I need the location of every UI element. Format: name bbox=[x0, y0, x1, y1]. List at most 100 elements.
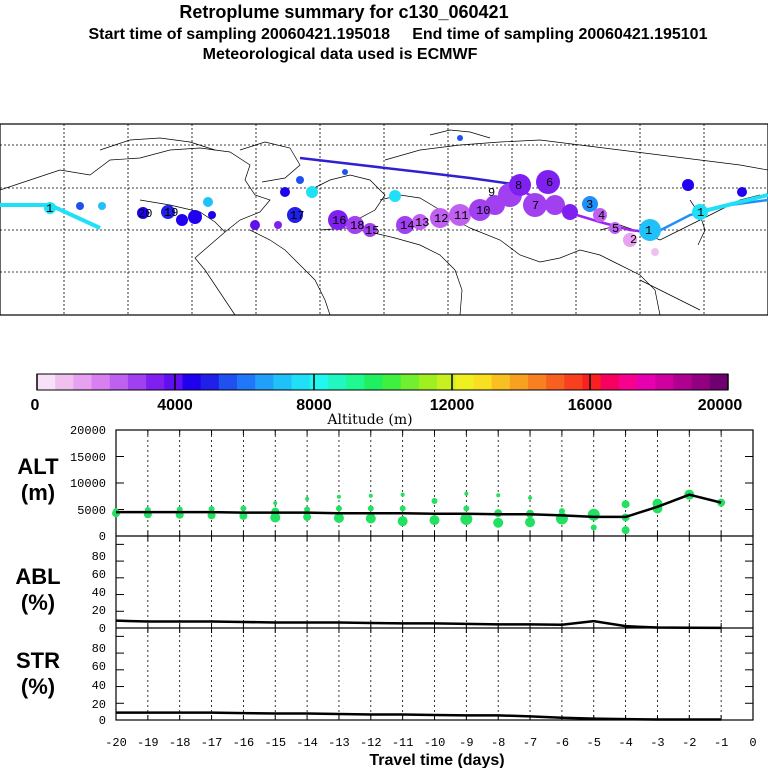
map-point bbox=[562, 204, 578, 220]
alt-scatter bbox=[112, 489, 726, 535]
map-point bbox=[306, 186, 318, 198]
abl-ytick: 80 bbox=[92, 550, 106, 564]
abl-ytick: 60 bbox=[92, 568, 106, 582]
map-point bbox=[682, 179, 694, 191]
map-point bbox=[188, 210, 202, 224]
map-label-9: 7 bbox=[532, 199, 539, 213]
map-point bbox=[449, 204, 471, 226]
alt-ytick: 5000 bbox=[77, 504, 106, 518]
alt-point bbox=[333, 512, 344, 523]
colorbar-cell bbox=[491, 374, 511, 390]
met-data-line: Meteorological data used is ECMWF bbox=[202, 46, 478, 63]
map-point bbox=[430, 208, 450, 228]
alt-point bbox=[367, 505, 374, 512]
map-label-3: 1 bbox=[697, 206, 704, 220]
alt-point bbox=[368, 493, 373, 498]
map-point bbox=[287, 207, 303, 223]
alt-point bbox=[240, 505, 247, 512]
trajectory-north bbox=[299, 156, 521, 187]
colorbar-cell bbox=[109, 374, 129, 390]
x-tick-label: -19 bbox=[137, 736, 159, 750]
str-ytick: 60 bbox=[92, 660, 106, 674]
alt-point bbox=[464, 491, 469, 496]
map-point bbox=[545, 195, 565, 215]
panel-gridlines bbox=[147, 430, 722, 720]
map-point bbox=[44, 202, 56, 214]
x-tick-label: -3 bbox=[650, 736, 664, 750]
str-line bbox=[116, 711, 722, 721]
map-label-14: 12 bbox=[434, 212, 448, 226]
map-point bbox=[342, 169, 348, 175]
map-point-labels: 1 1 1 2 3 4 5 6 7 8 9 10 11 12 13 14 15 … bbox=[46, 176, 704, 247]
map-label-10: 8 bbox=[515, 179, 522, 193]
map-point bbox=[593, 208, 607, 222]
colorbar-cell bbox=[164, 374, 183, 390]
x-tick-label: -14 bbox=[296, 736, 318, 750]
str-ytick: 20 bbox=[92, 698, 106, 712]
map-point bbox=[389, 190, 401, 202]
x-tick-label: -11 bbox=[392, 736, 414, 750]
colorbar-cell bbox=[291, 374, 311, 390]
coastlines bbox=[0, 129, 768, 316]
map-point bbox=[274, 221, 282, 229]
colorbar-cell bbox=[218, 374, 238, 390]
x-tick-label: -7 bbox=[523, 736, 537, 750]
alt-point bbox=[587, 508, 600, 521]
abl-panel-unit: (%) bbox=[21, 590, 55, 615]
map-label-15: 13 bbox=[415, 216, 429, 230]
map-label-11: 9 bbox=[488, 186, 495, 200]
map-point bbox=[98, 202, 106, 210]
trajectory-east-cyan bbox=[699, 193, 768, 214]
abl-ytick: 20 bbox=[92, 604, 106, 618]
alt-point bbox=[528, 495, 533, 500]
colorbar-title: Altitude (m) bbox=[326, 412, 412, 428]
map-label-2: 1 bbox=[645, 224, 652, 238]
map-point bbox=[536, 170, 560, 194]
map-label-7: 5 bbox=[612, 222, 619, 236]
str-panel-unit: (%) bbox=[21, 674, 55, 699]
colorbar-tick-label: 16000 bbox=[568, 397, 613, 414]
colorbar-cell bbox=[91, 374, 111, 390]
colorbar-cell bbox=[673, 374, 693, 390]
alt-ytick: 10000 bbox=[70, 477, 106, 491]
colorbar-cell bbox=[546, 374, 565, 390]
map-point bbox=[328, 210, 348, 230]
x-tick-label: -16 bbox=[233, 736, 255, 750]
colorbar: 0 4000 8000 12000 16000 20000 Altitude (… bbox=[31, 373, 742, 428]
str-ytick: 0 bbox=[99, 714, 106, 728]
colorbar-cell bbox=[400, 374, 420, 390]
map-label-12: 10 bbox=[476, 204, 490, 218]
map-point bbox=[523, 193, 547, 217]
map-point bbox=[280, 187, 290, 197]
map-point bbox=[639, 219, 661, 241]
map-point bbox=[582, 196, 598, 212]
alt-ytick: 0 bbox=[99, 530, 106, 544]
colorbar-cell bbox=[473, 374, 493, 390]
colorbar-cell bbox=[418, 374, 438, 390]
map-point bbox=[296, 176, 304, 184]
abl-line bbox=[115, 619, 722, 630]
x-tick-label: -9 bbox=[459, 736, 473, 750]
map-point bbox=[609, 222, 621, 234]
alt-point bbox=[304, 506, 311, 513]
map-label-6: 4 bbox=[598, 209, 605, 223]
x-tick-label: -2 bbox=[682, 736, 696, 750]
map-label-21: 19 bbox=[164, 206, 178, 220]
x-tick-label: -17 bbox=[201, 736, 223, 750]
map-point bbox=[176, 214, 188, 226]
x-axis-label: Travel time (days) bbox=[369, 752, 504, 768]
alt-point bbox=[336, 494, 341, 499]
map-label-8: 6 bbox=[546, 176, 553, 190]
colorbar-cell bbox=[146, 374, 165, 390]
alt-point bbox=[397, 516, 408, 527]
str-panel-label: STR bbox=[16, 648, 60, 673]
colorbar-cell bbox=[255, 374, 274, 390]
x-tick-label: 0 bbox=[749, 736, 756, 750]
alt-point bbox=[208, 505, 215, 512]
map-point bbox=[412, 214, 428, 230]
x-tick-label: -6 bbox=[555, 736, 569, 750]
alt-point bbox=[335, 505, 342, 512]
colorbar-cell bbox=[273, 374, 293, 390]
x-tick-label: -5 bbox=[587, 736, 601, 750]
x-tick-label: -15 bbox=[264, 736, 286, 750]
